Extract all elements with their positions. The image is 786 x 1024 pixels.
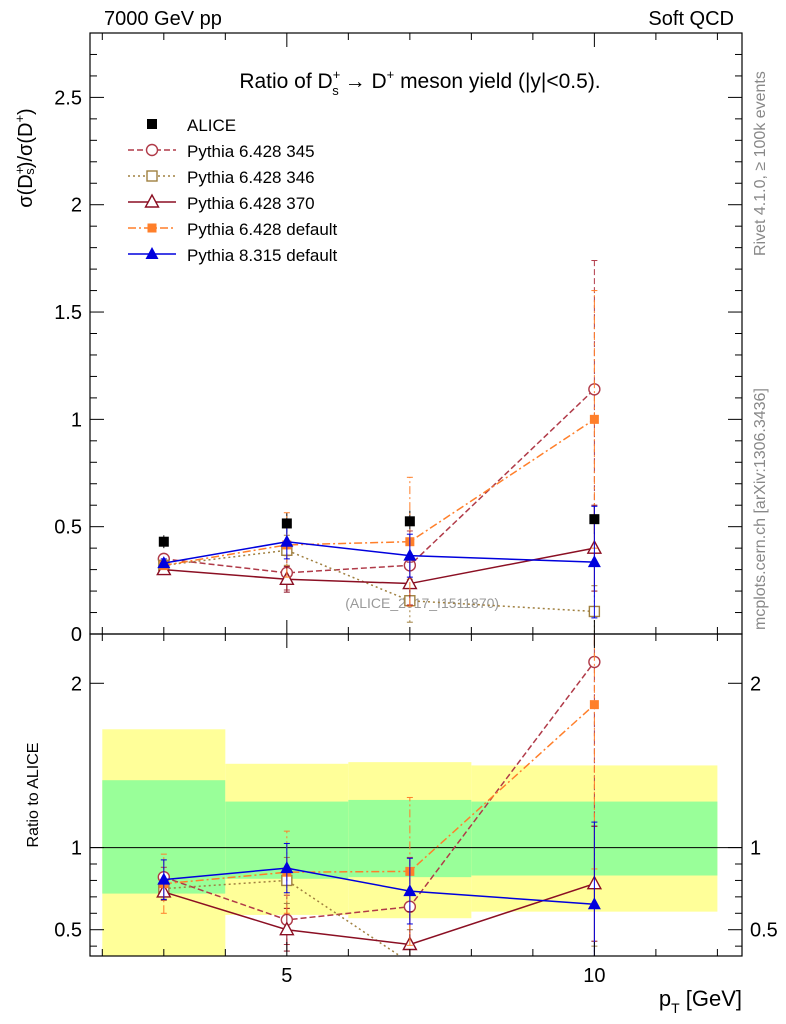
main-y-tick-label-0: 0 [71, 624, 82, 646]
legend-marker-alice [147, 119, 157, 129]
mcplots-label: mcplots.cern.ch [arXiv:1306.3436] [752, 388, 769, 630]
ratio-y-axis-label: Ratio to ALICE [25, 743, 42, 848]
main-plot-area: (ALICE_2017_I1511870) [156, 260, 603, 634]
ratio-plot-area [156, 634, 603, 968]
ratio-p370-point-1 [279, 921, 295, 936]
legend-marker-p8def [145, 247, 159, 259]
main-y-axis-label-part-2: s [22, 168, 37, 175]
main-p370-line [163, 547, 595, 585]
main-p345-line [163, 388, 595, 574]
x-axis-label: pT [GeV] [659, 986, 742, 1016]
legend-label-p345: Pythia 6.428 345 [187, 142, 315, 161]
ratio-y-tick-label-right-2: 2 [750, 673, 761, 695]
ratio-p346-point-2 [405, 958, 415, 968]
ratio-p346-line [163, 879, 402, 956]
main-alice-point-0 [158, 536, 169, 547]
main-y-axis-label-part-5: ) [15, 108, 37, 115]
ratio-p6def-line [163, 704, 595, 885]
ratio-y-tick-label-left-2: 2 [71, 673, 82, 695]
ratio-y-tick-label-left-1: 1 [71, 838, 82, 860]
main-y-axis-label: σ(D+s)/σ(D+) [12, 108, 37, 207]
main-p6def-point-3 [589, 414, 599, 424]
rivet-version-label: Rivet 4.1.0, ≥ 100k events [752, 71, 769, 256]
main-y-tick-label-2: 1 [71, 409, 82, 431]
chart-title-part-3: → D [339, 70, 387, 93]
ratio-frame [89, 633, 743, 957]
main-y-tick-label-1: 0.5 [54, 517, 82, 539]
chart-title-part-1: + [333, 67, 341, 82]
chart-title-part-2: s [332, 83, 339, 98]
x-axis-label-part-2: [GeV] [680, 986, 742, 1011]
main-y-axis-label-part-0: σ(D [15, 174, 37, 207]
ratio-p370-line [163, 883, 595, 946]
main-y-tick-label-5: 2.5 [54, 87, 82, 109]
chart-title-part-5: meson yield (|y|<0.5). [394, 70, 600, 93]
main-p370-point-1 [279, 570, 295, 585]
main-alice-point-2 [404, 516, 415, 527]
ratio-p8def-line [163, 867, 595, 905]
legend-label-p6def: Pythia 6.428 default [187, 220, 338, 239]
ratio-y-tick-label-left-0: 0.5 [54, 920, 82, 942]
x-axis-label-part-0: p [659, 986, 671, 1011]
main-p8def-point-3 [587, 555, 601, 568]
main-p8def-point-0 [157, 556, 171, 569]
main-y-tick-label-4: 2 [71, 195, 82, 217]
ratio-p8def-point-1 [280, 861, 294, 874]
header-right-label: Soft QCD [648, 8, 734, 30]
header-left-label: 7000 GeV pp [104, 8, 222, 30]
ratio-y-tick-label-right-1: 1 [750, 838, 761, 860]
ratio-p6def-point-3 [589, 700, 599, 710]
legend-label-alice: ALICE [187, 116, 236, 135]
main-p8def-point-1 [280, 534, 294, 547]
main-y-axis-label-part-3: )/σ(D [15, 123, 37, 169]
legend-marker-p345 [145, 143, 159, 157]
legend-label-p370: Pythia 6.428 370 [187, 194, 315, 213]
x-axis-label-part-1: T [671, 1000, 680, 1016]
main-alice-point-1 [281, 518, 292, 529]
x-tick-label-10: 10 [583, 965, 605, 987]
analysis-id-label: (ALICE_2017_I1511870) [345, 595, 499, 611]
main-p8def-point-2 [403, 548, 417, 561]
legend-marker-p370 [144, 193, 160, 208]
chart-title: Ratio of D+ s → D+ meson yield (|y|<0.5). [239, 67, 600, 98]
main-p8def-line [163, 540, 595, 564]
main-p346-line [163, 549, 595, 613]
ratio-p8def-point-2 [403, 884, 417, 897]
main-y-axis-label-part-4: + [12, 115, 27, 123]
ratio-p8def-point-3 [587, 897, 601, 910]
ratio-y-tick-label-right-0: 0.5 [750, 920, 778, 942]
legend-marker-p6def [147, 223, 157, 233]
main-alice-point-3 [589, 514, 600, 525]
legend-marker-p346 [146, 170, 158, 182]
ratio-p345-line [163, 661, 595, 921]
main-y-axis-label-part-1: + [12, 167, 27, 175]
main-p6def-line [163, 418, 595, 567]
legend-label-p346: Pythia 6.428 346 [187, 168, 315, 187]
chart-title-part-4: + [387, 67, 395, 82]
main-y-tick-label-3: 1.5 [54, 302, 82, 324]
ratio-p8def-point-0 [157, 872, 171, 885]
chart-title-part-0: Ratio of D [239, 70, 332, 93]
x-tick-label-5: 5 [281, 965, 292, 987]
legend-label-p8def: Pythia 8.315 default [187, 246, 338, 265]
